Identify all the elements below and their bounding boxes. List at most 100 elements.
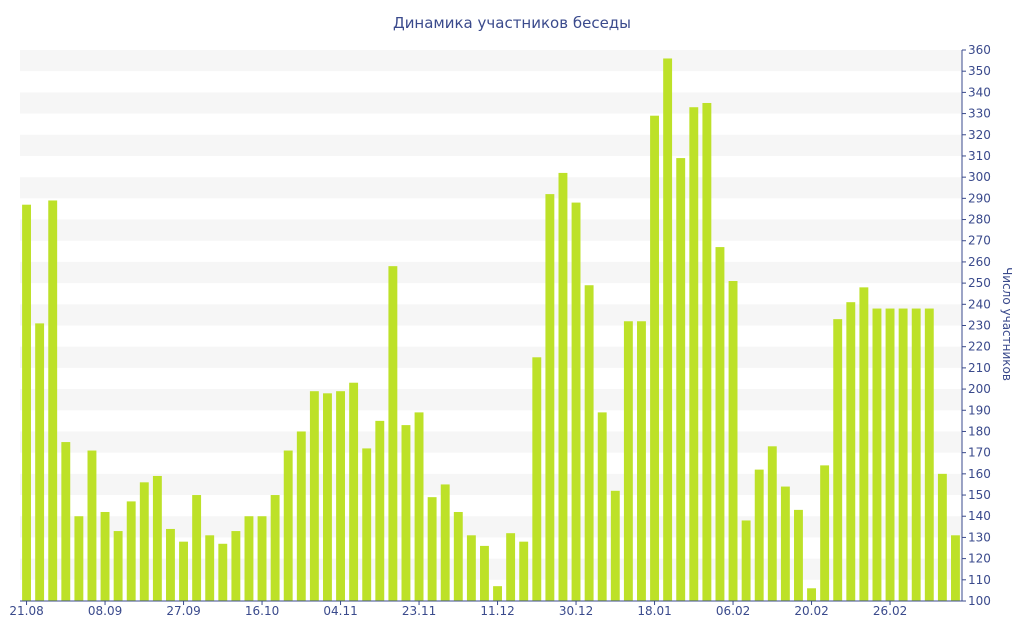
y-tick-label: 140 (968, 509, 991, 523)
bar (532, 357, 542, 601)
bar (257, 516, 267, 601)
bar (231, 531, 241, 601)
x-tick-label: 06.02 (716, 604, 750, 618)
x-ticks: 21.08 08.09 27.09 16.10 04.11 23.11 11.12 30.12… (9, 601, 907, 618)
bar (440, 484, 450, 601)
y-tick-label: 220 (968, 340, 991, 354)
bar (466, 535, 476, 601)
bar (689, 107, 699, 601)
grid-band (20, 177, 962, 199)
bar (663, 58, 673, 601)
bar (924, 308, 934, 601)
bar (192, 495, 202, 601)
bar (820, 465, 830, 601)
bar (74, 516, 84, 601)
bar (741, 520, 751, 601)
x-tick-label: 26.02 (873, 604, 907, 618)
bar (794, 509, 803, 601)
bar (152, 475, 162, 601)
bar (623, 321, 633, 601)
y-tick-label: 310 (968, 149, 991, 163)
bar (807, 588, 816, 601)
grid-band (20, 516, 962, 538)
y-tick-label: 360 (968, 43, 991, 57)
grid-band (20, 431, 962, 453)
bar (87, 450, 97, 601)
bar (506, 533, 516, 601)
bar (584, 285, 594, 601)
bar (179, 541, 188, 601)
bar (35, 323, 45, 601)
y-tick-label: 120 (968, 552, 991, 566)
bar (22, 204, 31, 601)
bar (872, 308, 882, 601)
y-tick-label: 170 (968, 446, 991, 460)
grid-band (20, 558, 962, 580)
bar (270, 495, 280, 601)
x-tick-label: 23.11 (402, 604, 436, 618)
bar (859, 287, 869, 601)
bar (218, 543, 228, 601)
bar (846, 302, 856, 601)
grid-band (20, 134, 962, 156)
y-axis-label: Число участников (1000, 267, 1014, 381)
bar (139, 482, 149, 601)
bar (898, 308, 908, 601)
x-tick-label: 18.01 (637, 604, 671, 618)
bar (480, 545, 489, 601)
x-tick-label: 20.02 (794, 604, 828, 618)
bar (388, 266, 398, 601)
bar (637, 321, 646, 601)
x-tick-label: 04.11 (323, 604, 357, 618)
y-tick-label: 110 (968, 573, 991, 587)
y-tick-label: 210 (968, 361, 991, 375)
bar (61, 442, 71, 601)
bar (401, 425, 411, 601)
bar (453, 511, 463, 601)
y-tick-label: 260 (968, 255, 991, 269)
grid-band (20, 261, 962, 284)
bar (427, 497, 437, 601)
bar (375, 420, 385, 601)
x-tick-label: 21.08 (9, 604, 43, 618)
y-tick-label: 340 (968, 85, 991, 99)
y-tick-label: 280 (968, 213, 991, 227)
y-tick-label: 290 (968, 191, 991, 205)
bar (493, 586, 502, 601)
bar (715, 247, 725, 602)
bar (951, 535, 960, 601)
y-tick-label: 230 (968, 319, 991, 333)
y-tick-label: 150 (968, 488, 991, 502)
bar (610, 490, 620, 601)
y-tick-label: 250 (968, 276, 991, 290)
x-tick-label: 27.09 (166, 604, 200, 618)
y-tick-label: 270 (968, 234, 991, 248)
grid-band (20, 473, 962, 496)
bar (780, 486, 790, 601)
y-tick-label: 240 (968, 297, 991, 311)
grid-band (20, 50, 962, 72)
y-tick-label: 100 (968, 594, 991, 608)
grid-band (20, 346, 962, 368)
plot-bands (20, 50, 962, 580)
bar (545, 194, 555, 601)
bar (100, 511, 110, 601)
bar (48, 200, 58, 601)
x-tick-label: 30.12 (559, 604, 593, 618)
bar (676, 158, 686, 602)
x-tick-label: 08.09 (88, 604, 122, 618)
y-tick-label: 180 (968, 424, 991, 438)
chart-title: Динамика участников беседы (393, 14, 631, 32)
bar (362, 448, 372, 601)
bar (937, 473, 947, 601)
bar (244, 516, 254, 601)
bar (349, 382, 359, 601)
bar (323, 393, 332, 601)
y-tick-label: 130 (968, 530, 991, 544)
bar (728, 280, 738, 601)
bar (702, 102, 712, 601)
bar (833, 319, 843, 601)
bars-group (22, 58, 960, 602)
bar (296, 431, 306, 601)
